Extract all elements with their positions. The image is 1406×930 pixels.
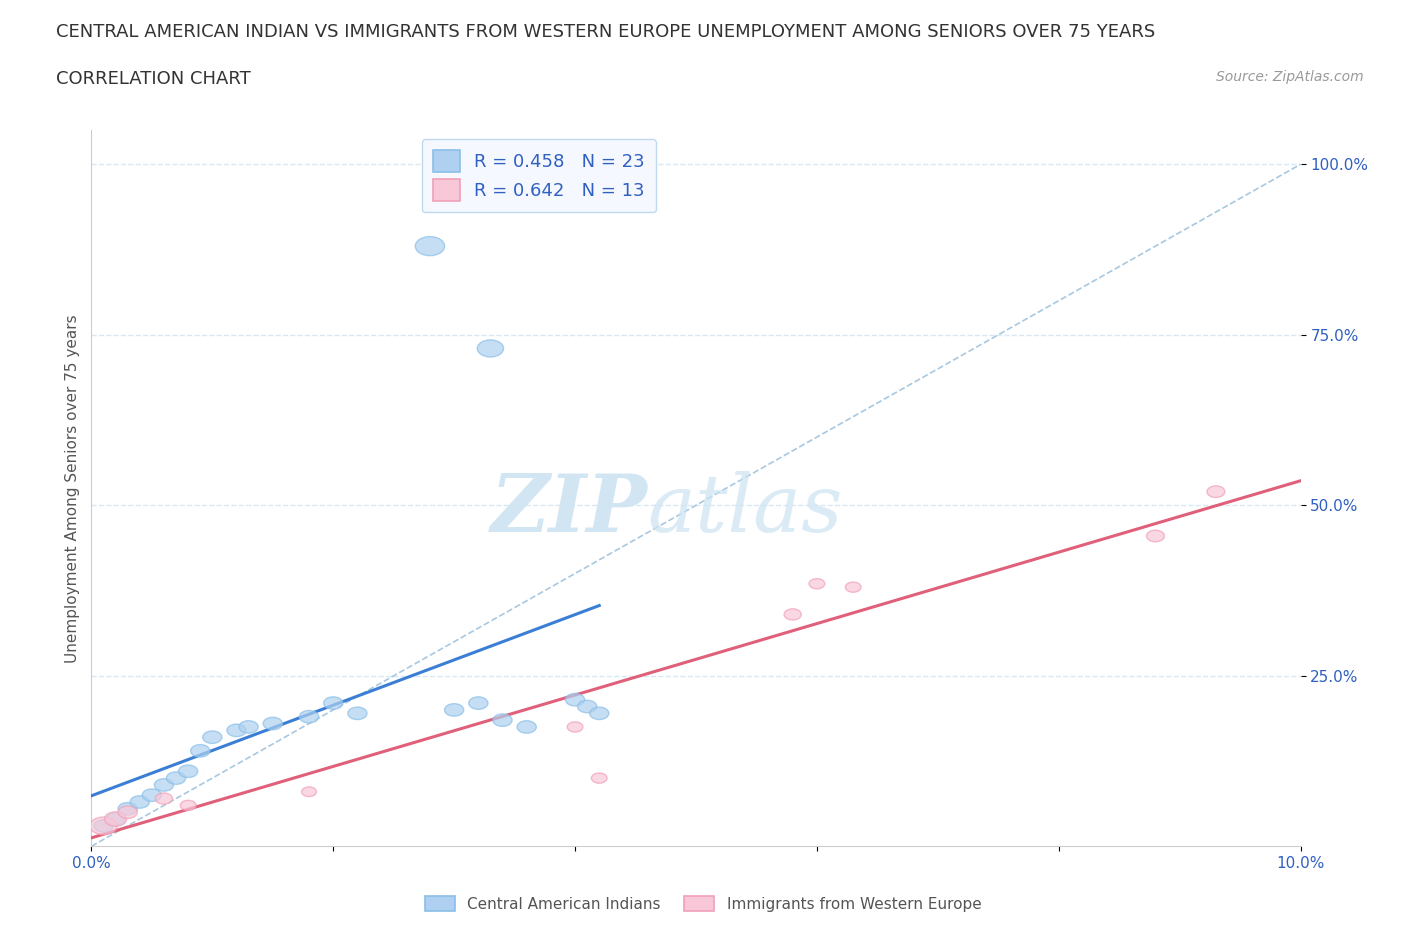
Ellipse shape [592, 773, 607, 783]
Ellipse shape [155, 793, 173, 804]
Legend: Central American Indians, Immigrants from Western Europe: Central American Indians, Immigrants fro… [419, 889, 987, 918]
Ellipse shape [589, 707, 609, 720]
Ellipse shape [299, 711, 319, 723]
Text: Source: ZipAtlas.com: Source: ZipAtlas.com [1216, 70, 1364, 84]
Ellipse shape [808, 578, 825, 589]
Ellipse shape [845, 582, 860, 592]
Ellipse shape [118, 806, 138, 818]
Text: CENTRAL AMERICAN INDIAN VS IMMIGRANTS FROM WESTERN EUROPE UNEMPLOYMENT AMONG SEN: CENTRAL AMERICAN INDIAN VS IMMIGRANTS FR… [56, 23, 1156, 41]
Ellipse shape [104, 812, 127, 826]
Ellipse shape [494, 714, 512, 726]
Ellipse shape [118, 803, 138, 815]
Ellipse shape [517, 721, 536, 733]
Ellipse shape [105, 813, 125, 825]
Ellipse shape [567, 722, 583, 732]
Legend: R = 0.458   N = 23, R = 0.642   N = 13: R = 0.458 N = 23, R = 0.642 N = 13 [422, 140, 655, 212]
Ellipse shape [477, 340, 503, 357]
Ellipse shape [1206, 485, 1225, 498]
Ellipse shape [444, 704, 464, 716]
Ellipse shape [155, 778, 173, 791]
Ellipse shape [263, 717, 283, 730]
Ellipse shape [239, 721, 259, 733]
Y-axis label: Unemployment Among Seniors over 75 years: Unemployment Among Seniors over 75 years [65, 314, 80, 662]
Ellipse shape [347, 707, 367, 720]
Ellipse shape [166, 772, 186, 784]
Ellipse shape [94, 819, 112, 832]
Ellipse shape [226, 724, 246, 737]
Ellipse shape [142, 789, 162, 802]
Text: CORRELATION CHART: CORRELATION CHART [56, 70, 252, 87]
Ellipse shape [90, 817, 117, 834]
Ellipse shape [302, 787, 316, 797]
Ellipse shape [202, 731, 222, 743]
Ellipse shape [191, 745, 209, 757]
Ellipse shape [131, 796, 149, 808]
Ellipse shape [179, 765, 198, 777]
Ellipse shape [785, 609, 801, 620]
Ellipse shape [565, 694, 585, 706]
Ellipse shape [1146, 530, 1164, 542]
Ellipse shape [415, 236, 444, 256]
Ellipse shape [468, 697, 488, 710]
Ellipse shape [323, 697, 343, 710]
Text: ZIP: ZIP [491, 471, 648, 549]
Text: atlas: atlas [648, 471, 844, 549]
Ellipse shape [180, 801, 195, 810]
Ellipse shape [578, 700, 596, 712]
